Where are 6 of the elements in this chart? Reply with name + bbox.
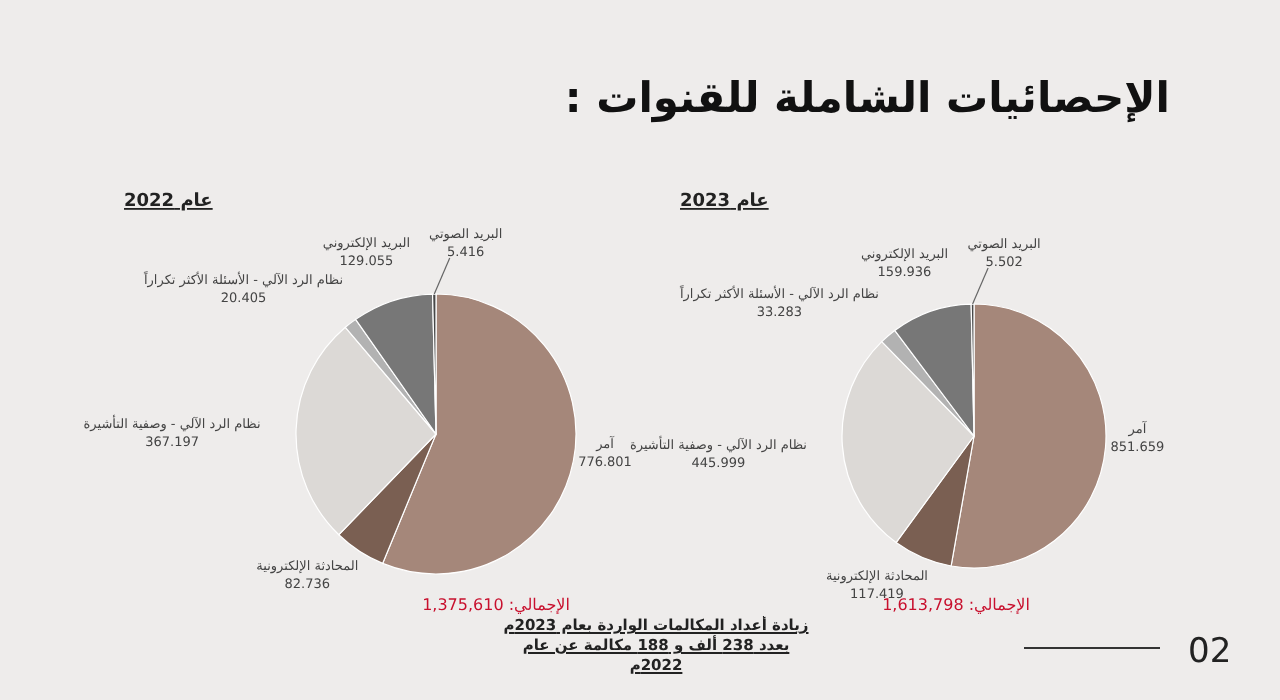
- chart-title: عام 2022: [124, 192, 213, 212]
- chart-title: عام 2023: [680, 192, 769, 212]
- text: الإحصائيات الشاملة للقنوات :: [564, 74, 1170, 124]
- text: الإجمالي: 1,613,798: [882, 596, 1030, 614]
- text: 02: [1188, 632, 1232, 672]
- text: الإجمالي: 1,375,610: [422, 596, 570, 614]
